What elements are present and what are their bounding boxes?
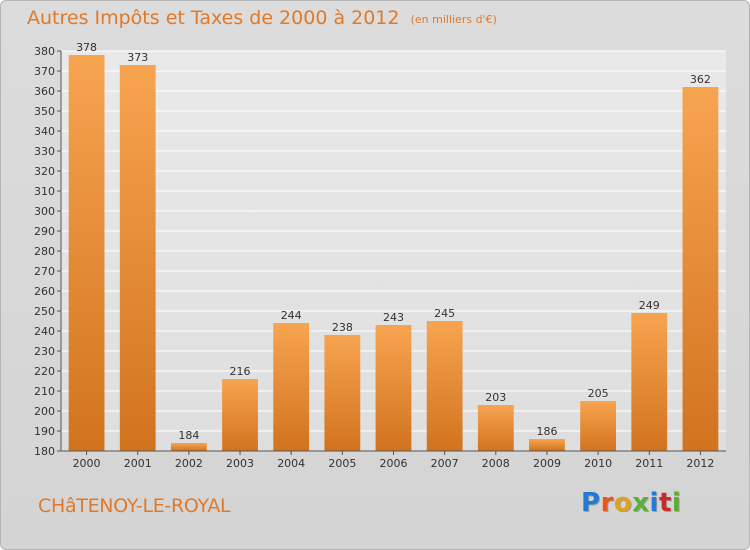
x-tick-label: 2012 <box>686 457 714 470</box>
chart-title-block: Autres Impôts et Taxes de 2000 à 2012 (e… <box>27 7 497 29</box>
y-tick-label: 360 <box>34 85 55 98</box>
value-label: 378 <box>76 41 97 54</box>
y-tick-label: 180 <box>34 445 55 458</box>
bar-2009 <box>529 439 565 451</box>
y-tick-label: 330 <box>34 145 55 158</box>
value-label: 249 <box>639 299 660 312</box>
value-label: 373 <box>127 51 148 64</box>
y-tick-label: 230 <box>34 345 55 358</box>
y-tick-label: 280 <box>34 245 55 258</box>
y-tick-label: 240 <box>34 325 55 338</box>
x-tick-label: 2003 <box>226 457 254 470</box>
x-tick-label: 2001 <box>124 457 152 470</box>
commune-name: CHâTENOY-LE-ROYAL <box>38 495 231 517</box>
bar-2010 <box>580 401 617 451</box>
bar-2004 <box>273 323 310 451</box>
logo-letter: o <box>613 488 633 518</box>
bars: 378 373 184 216 244 238 243 245 203 186 205 249 362 <box>68 41 719 451</box>
y-axis: 180 190 200 210 220 230 240 250 260 270 280 290 300 3… <box>34 45 62 458</box>
proxiti-logo: Proxiti <box>581 488 681 518</box>
x-tick-label: 2002 <box>175 457 203 470</box>
y-tick-label: 190 <box>34 425 55 438</box>
bar-2011 <box>631 313 668 451</box>
value-label: 184 <box>178 429 199 442</box>
x-tick-label: 2004 <box>277 457 305 470</box>
value-label: 243 <box>383 311 404 324</box>
chart-unit: (en milliers d'€) <box>410 13 497 26</box>
y-tick-label: 260 <box>34 285 55 298</box>
y-tick-label: 320 <box>34 165 55 178</box>
logo-letter: r <box>600 488 614 518</box>
y-tick-label: 200 <box>34 405 55 418</box>
y-tick-label: 340 <box>34 125 55 138</box>
value-label: 245 <box>434 307 455 320</box>
x-tick-label: 2010 <box>584 457 612 470</box>
value-label: 238 <box>332 321 353 334</box>
bar-2007 <box>426 321 463 451</box>
bar-2002 <box>170 443 207 451</box>
bar-2001 <box>119 65 156 451</box>
y-tick-label: 220 <box>34 365 55 378</box>
x-tick-label: 2005 <box>328 457 356 470</box>
y-tick-label: 370 <box>34 65 55 78</box>
value-label: 362 <box>690 73 711 86</box>
x-tick-label: 2011 <box>635 457 663 470</box>
x-tick-label: 2000 <box>73 457 101 470</box>
bar-2003 <box>222 379 258 451</box>
chart-title: Autres Impôts et Taxes de 2000 à 2012 <box>27 7 400 29</box>
y-tick-label: 270 <box>34 265 55 278</box>
logo-letter: x <box>632 488 650 518</box>
x-axis: 2000 2001 2002 2003 2004 2005 2006 2007 2008 2009… <box>61 450 726 470</box>
grid <box>61 50 726 452</box>
value-label: 186 <box>536 425 557 438</box>
y-tick-label: 350 <box>34 105 55 118</box>
x-tick-label: 2007 <box>431 457 459 470</box>
y-tick-label: 310 <box>34 185 55 198</box>
x-tick-label: 2008 <box>482 457 510 470</box>
logo-letter: t <box>658 488 672 518</box>
y-tick-label: 210 <box>34 385 55 398</box>
value-label: 216 <box>230 365 251 378</box>
value-label: 205 <box>588 387 609 400</box>
y-tick-label: 380 <box>34 45 55 58</box>
bar-2000 <box>68 55 105 451</box>
bar-2012 <box>682 87 719 451</box>
value-label: 203 <box>485 391 506 404</box>
logo-letter: P <box>581 488 601 518</box>
bar-2006 <box>375 325 412 451</box>
logo-letter: i <box>649 488 659 518</box>
x-tick-label: 2006 <box>380 457 408 470</box>
logo-letter: i <box>671 488 682 518</box>
value-label: 244 <box>281 309 302 322</box>
y-tick-label: 300 <box>34 205 55 218</box>
y-tick-label: 250 <box>34 305 55 318</box>
bar-2008 <box>477 405 514 451</box>
bar-2005 <box>324 335 361 451</box>
x-tick-label: 2009 <box>533 457 561 470</box>
y-tick-label: 290 <box>34 225 55 238</box>
